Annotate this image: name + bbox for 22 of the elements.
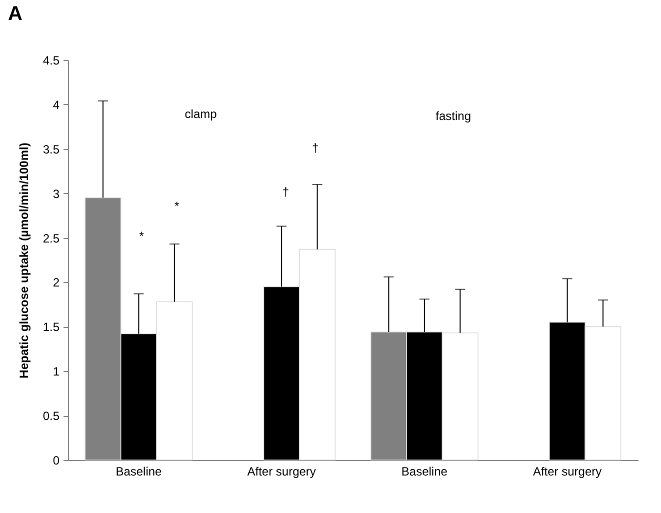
annotation: † [282,185,290,199]
annotation: fasting [436,109,471,123]
chart-title: A [8,3,22,25]
annotation: clamp [184,107,218,121]
y-tick-label: 1 [52,364,60,379]
y-tick-label: 2.5 [42,231,60,246]
y-tick-label: 4 [52,98,60,112]
y-tick-label: 3.5 [42,142,60,156]
x-tick-label: After surgery [532,464,602,478]
y-tick-label: 2 [52,276,60,290]
y-axis-title: Hepatic glucose uptake (µmol/min/100ml) [16,142,31,378]
y-tick-label: 0.5 [42,409,60,424]
annotation: * [139,229,144,243]
x-tick-label: After surgery [247,464,316,478]
y-tick-label: 3 [52,186,60,201]
x-tick-label: Baseline [401,464,448,478]
annotation: † [312,141,319,155]
annotation: * [174,199,180,213]
x-tick-label: Baseline [116,464,162,478]
y-tick-label: 1.5 [42,320,60,334]
y-tick-label: 4.5 [42,54,60,68]
y-tick-label: 0 [52,454,60,468]
